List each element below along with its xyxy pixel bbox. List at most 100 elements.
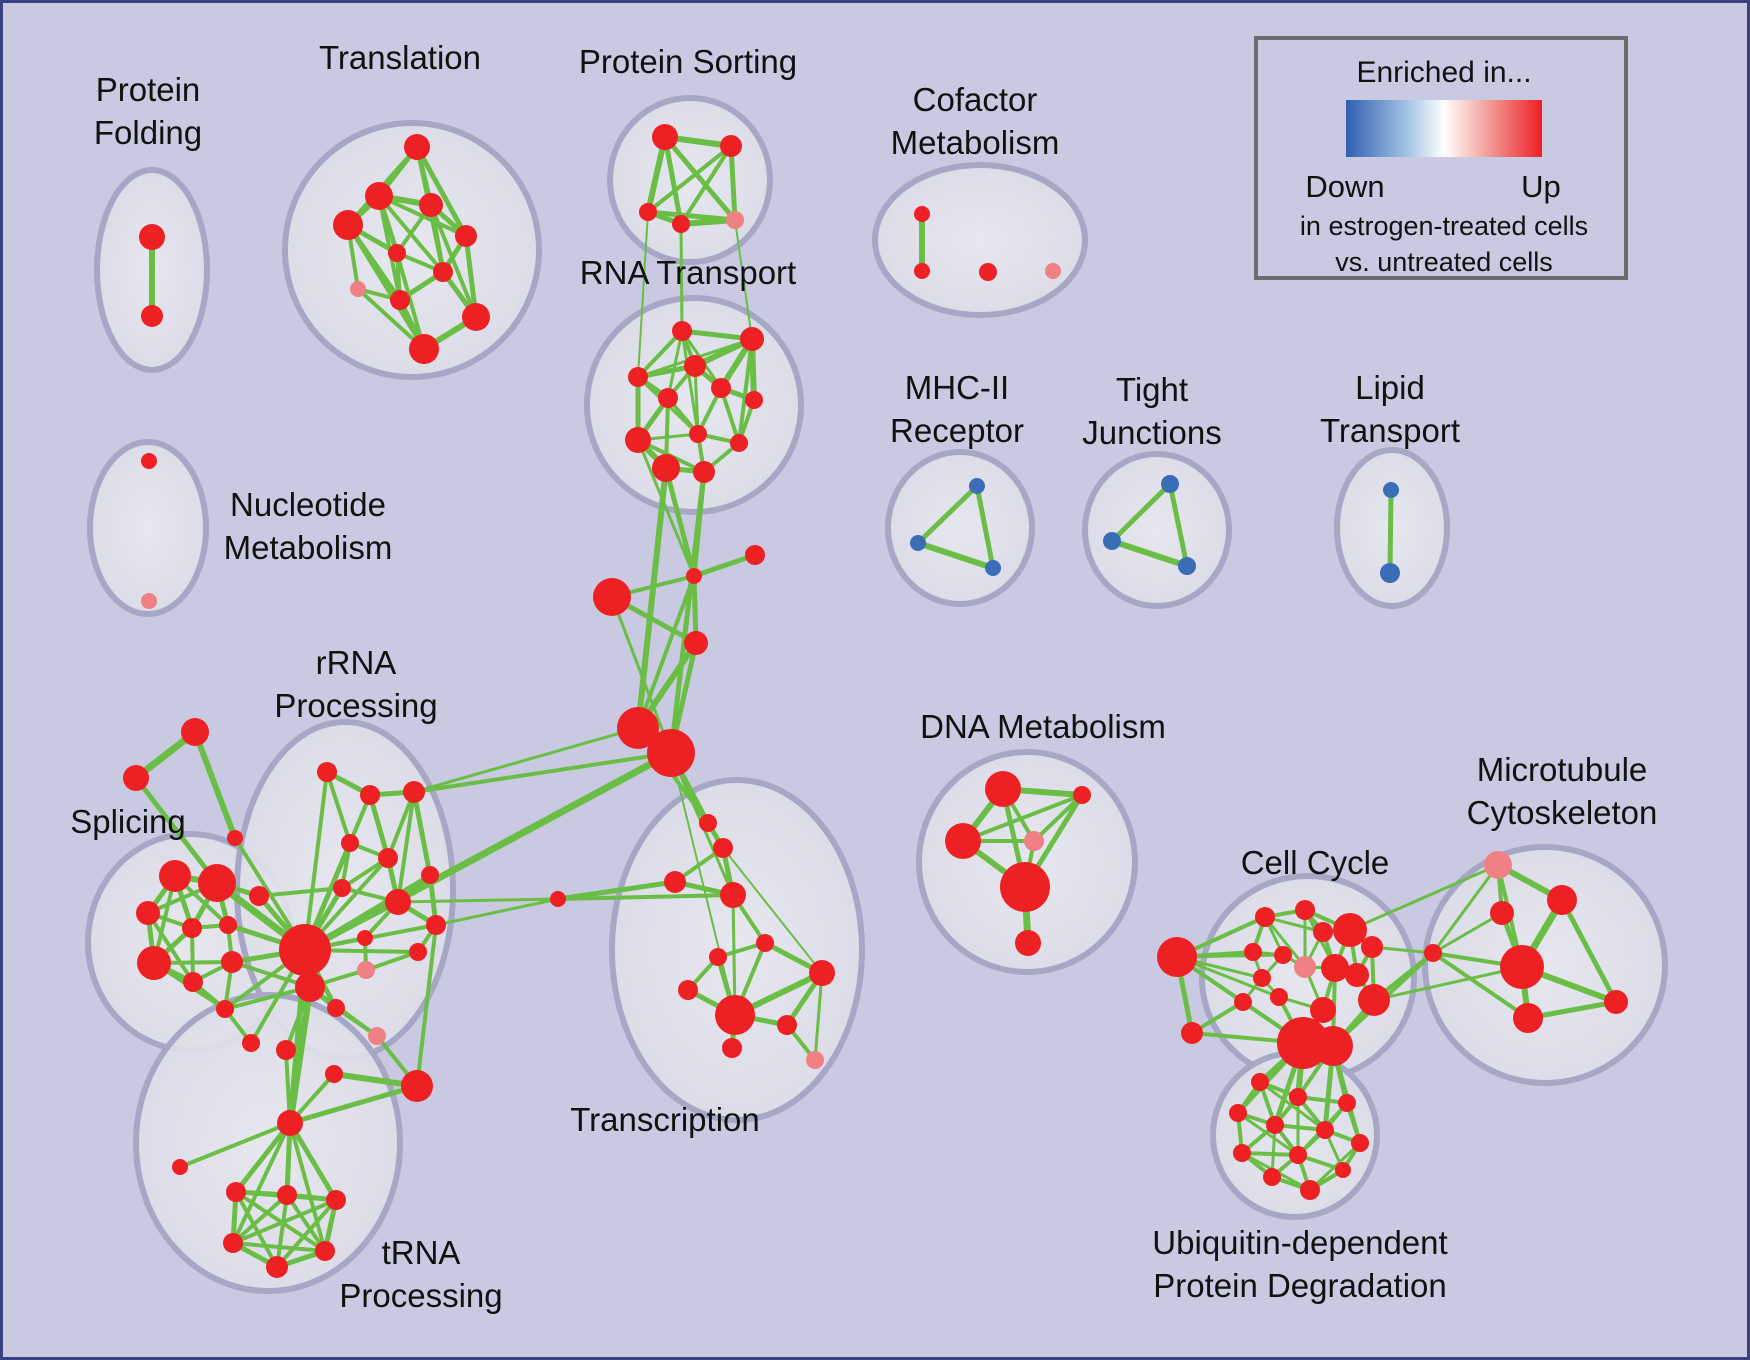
network-edge-RT1-RT4 (636, 329, 684, 379)
cluster-label-protein-folding-line2: Folding (94, 114, 202, 151)
network-node-TL2 (365, 182, 393, 210)
network-edge-U9-U12 (1308, 1141, 1362, 1192)
cluster-label-ubiquitin-degradation-line2: Protein Degradation (1153, 1267, 1447, 1304)
network-node-Tr3 (664, 871, 686, 893)
cluster-ellipse-cofactor-metabolism (872, 162, 1088, 318)
network-edge-MH1-MH2 (915, 483, 980, 546)
network-edge-Tr8-Trp (813, 971, 824, 1062)
network-node-CC1 (1255, 907, 1275, 927)
network-node-TL9 (390, 290, 410, 310)
legend-down-label: Down (1305, 169, 1384, 204)
network-node-RP4 (341, 834, 359, 852)
network-node-RP14 (325, 1065, 343, 1083)
network-node-CC8 (1253, 969, 1271, 987)
network-node-Tr6 (756, 934, 774, 952)
cluster-label-tight-junctions-line2: Junctions (1082, 414, 1221, 451)
network-node-CC5 (1361, 936, 1383, 958)
network-edge-MJ-MC3 (1431, 951, 1530, 1020)
cluster-label-splicing: Splicing (70, 803, 186, 840)
network-node-PF2 (141, 305, 163, 327)
network-edge-RT3-RT8 (693, 364, 700, 436)
network-node-MH2 (910, 535, 926, 551)
network-node-CC14 (1310, 997, 1336, 1023)
network-node-S5 (219, 916, 237, 934)
network-node-RT1 (672, 321, 692, 341)
network-edge-RP1-RP4 (325, 770, 352, 845)
network-node-CC9 (1270, 988, 1288, 1006)
network-node-RT9 (625, 427, 651, 453)
network-node-CC2 (1295, 900, 1315, 920)
network-edge-PS1-PS5 (662, 134, 738, 223)
cluster-label-microtubule-cytoskeleton-line2: Cytoskeleton (1467, 794, 1658, 831)
network-node-Trp (806, 1051, 824, 1069)
network-node-Tr10 (777, 1015, 797, 1035)
network-node-LP2 (1380, 563, 1400, 583)
network-node-Te (315, 1241, 335, 1261)
network-node-Tr7 (709, 948, 727, 966)
network-edge-LP1-LP2 (1387, 487, 1394, 576)
network-edge-PS2-PS5 (728, 143, 738, 223)
network-node-DNp (1024, 831, 1044, 851)
network-node-U4 (1229, 1104, 1247, 1122)
network-node-MC2 (1490, 901, 1514, 925)
network-edge-X2-S2 (133, 775, 220, 886)
network-node-TL3 (419, 193, 443, 217)
cluster-label-protein-sorting: Protein Sorting (579, 43, 797, 80)
network-edge-Tb-Td (231, 1193, 289, 1245)
network-node-DN5 (1015, 930, 1041, 956)
network-edge-TJ1-TJ3 (1167, 481, 1190, 569)
cluster-label-tight-junctions-line1: Tight (1116, 371, 1188, 408)
network-node-DN4 (1000, 862, 1050, 912)
legend: Enriched in... Down Up in estrogen-treat… (1254, 36, 1628, 280)
cluster-label-trna-processing-line1: tRNA (382, 1234, 461, 1271)
network-node-TJ3 (1178, 557, 1196, 575)
cluster-label-nucleotide-metabolism-line1: Nucleotide (230, 486, 386, 523)
network-edge-U4-U8 (1236, 1111, 1300, 1157)
network-node-CCL (1157, 937, 1197, 977)
network-node-U8 (1289, 1146, 1307, 1164)
network-node-CC13 (1358, 984, 1390, 1016)
network-node-CF4 (1045, 263, 1061, 279)
network-edge-RT2-RT10 (737, 337, 754, 445)
network-node-RBig (401, 1070, 433, 1102)
network-node-TRHa (617, 707, 659, 749)
network-node-Ta (226, 1182, 246, 1202)
network-node-S10 (242, 1034, 260, 1052)
network-edge-RT11-TRHa (635, 465, 669, 731)
cluster-ellipse-mhc-ii-receptor (885, 449, 1035, 607)
network-edge-MJ-MCp (1431, 863, 1500, 955)
network-node-CC4 (1333, 913, 1367, 947)
network-edge-RT11-K1 (663, 465, 697, 579)
network-edge-TRHb-RP3 (412, 751, 673, 794)
network-edge-Td-Te (231, 1241, 327, 1253)
network-node-RP11 (409, 943, 427, 961)
network-node-U5 (1266, 1116, 1284, 1134)
network-node-RPp (357, 961, 375, 979)
network-node-X2 (123, 765, 149, 791)
network-node-PS4 (672, 215, 690, 233)
network-node-Tb (277, 1185, 297, 1205)
network-node-CC6 (1244, 943, 1262, 961)
network-node-PF1 (139, 224, 165, 250)
network-node-U9 (1351, 1134, 1369, 1152)
network-nodes-layer (123, 124, 1628, 1278)
network-node-RT10 (730, 434, 748, 452)
network-node-U2 (1289, 1088, 1307, 1106)
cluster-label-cofactor-metabolism-line1: Cofactor (913, 81, 1038, 118)
network-node-MC3 (1513, 1003, 1543, 1033)
network-edge-DN2-DN3 (961, 793, 1084, 843)
network-node-K3 (593, 578, 631, 616)
cluster-label-rna-transport: RNA Transport (580, 254, 796, 291)
cluster-label-lipid-transport-line2: Transport (1320, 412, 1460, 449)
network-node-TL5 (455, 225, 477, 247)
network-node-SM1 (249, 886, 269, 906)
network-node-MCB (1500, 945, 1544, 989)
network-node-CC11 (1321, 954, 1349, 982)
network-node-S4 (182, 918, 202, 938)
cluster-label-trna-processing-line2: Processing (339, 1277, 502, 1314)
network-node-S1 (159, 860, 191, 892)
network-node-CC12 (1345, 963, 1369, 987)
network-node-Tr11 (722, 1038, 742, 1058)
network-edge-MH2-MH3 (915, 540, 996, 571)
network-node-U10 (1263, 1168, 1281, 1186)
